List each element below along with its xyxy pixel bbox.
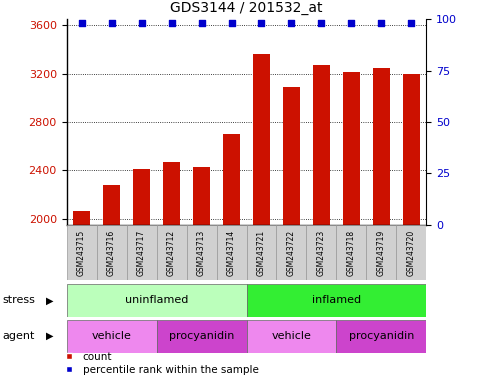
Bar (366, 225, 396, 280)
Bar (336, 320, 426, 353)
Point (168, 20, 176, 26)
Point (138, 20, 145, 26)
Text: GSM243713: GSM243713 (197, 229, 206, 276)
Bar (133, 169, 150, 225)
Bar (163, 162, 180, 225)
Bar (73, 211, 90, 225)
Text: GSM243712: GSM243712 (167, 229, 176, 276)
Text: GSM243717: GSM243717 (137, 229, 146, 276)
Bar (307, 225, 336, 280)
Text: vehicle: vehicle (272, 331, 312, 341)
Bar (246, 320, 336, 353)
Text: GSM243720: GSM243720 (407, 229, 416, 276)
Text: GSM243722: GSM243722 (287, 229, 296, 276)
Point (317, 20, 325, 26)
Bar (67, 320, 157, 353)
Text: ▶: ▶ (45, 331, 53, 341)
Bar (283, 87, 300, 225)
Point (287, 20, 295, 26)
Bar (186, 225, 216, 280)
Text: GSM243714: GSM243714 (227, 229, 236, 276)
Bar (157, 225, 186, 280)
Bar (336, 225, 366, 280)
Text: GSM243716: GSM243716 (107, 229, 116, 276)
Text: ▶: ▶ (45, 295, 53, 306)
Text: GSM243723: GSM243723 (317, 229, 326, 276)
Bar (313, 65, 330, 225)
Title: GDS3144 / 201532_at: GDS3144 / 201532_at (170, 2, 323, 15)
Point (77, 20, 85, 26)
Bar (277, 225, 307, 280)
Text: GSM243718: GSM243718 (347, 229, 356, 276)
Bar (193, 167, 210, 225)
Bar (246, 284, 426, 317)
Text: GSM243715: GSM243715 (77, 229, 86, 276)
Bar (216, 225, 246, 280)
Bar (373, 68, 389, 225)
Text: uninflamed: uninflamed (125, 295, 188, 306)
Point (348, 20, 355, 26)
Text: agent: agent (2, 331, 35, 341)
Bar (403, 74, 420, 225)
Bar (67, 225, 97, 280)
Point (107, 20, 115, 26)
Text: vehicle: vehicle (92, 331, 132, 341)
Text: procyanidin: procyanidin (169, 331, 234, 341)
Text: GSM243721: GSM243721 (257, 229, 266, 276)
Bar (97, 225, 127, 280)
Bar (104, 185, 120, 225)
Point (408, 20, 416, 26)
Point (198, 20, 206, 26)
Bar (157, 320, 246, 353)
Text: GSM243719: GSM243719 (377, 229, 386, 276)
Point (228, 20, 236, 26)
Text: procyanidin: procyanidin (349, 331, 414, 341)
Bar (127, 225, 157, 280)
Bar (246, 225, 277, 280)
Bar (396, 225, 426, 280)
Bar (253, 54, 270, 225)
Text: stress: stress (2, 295, 35, 306)
Bar (343, 72, 360, 225)
Legend: count, percentile rank within the sample: count, percentile rank within the sample (55, 348, 263, 379)
Point (378, 20, 386, 26)
Text: inflamed: inflamed (312, 295, 361, 306)
Bar (67, 284, 246, 317)
Point (257, 20, 265, 26)
Bar (223, 134, 240, 225)
